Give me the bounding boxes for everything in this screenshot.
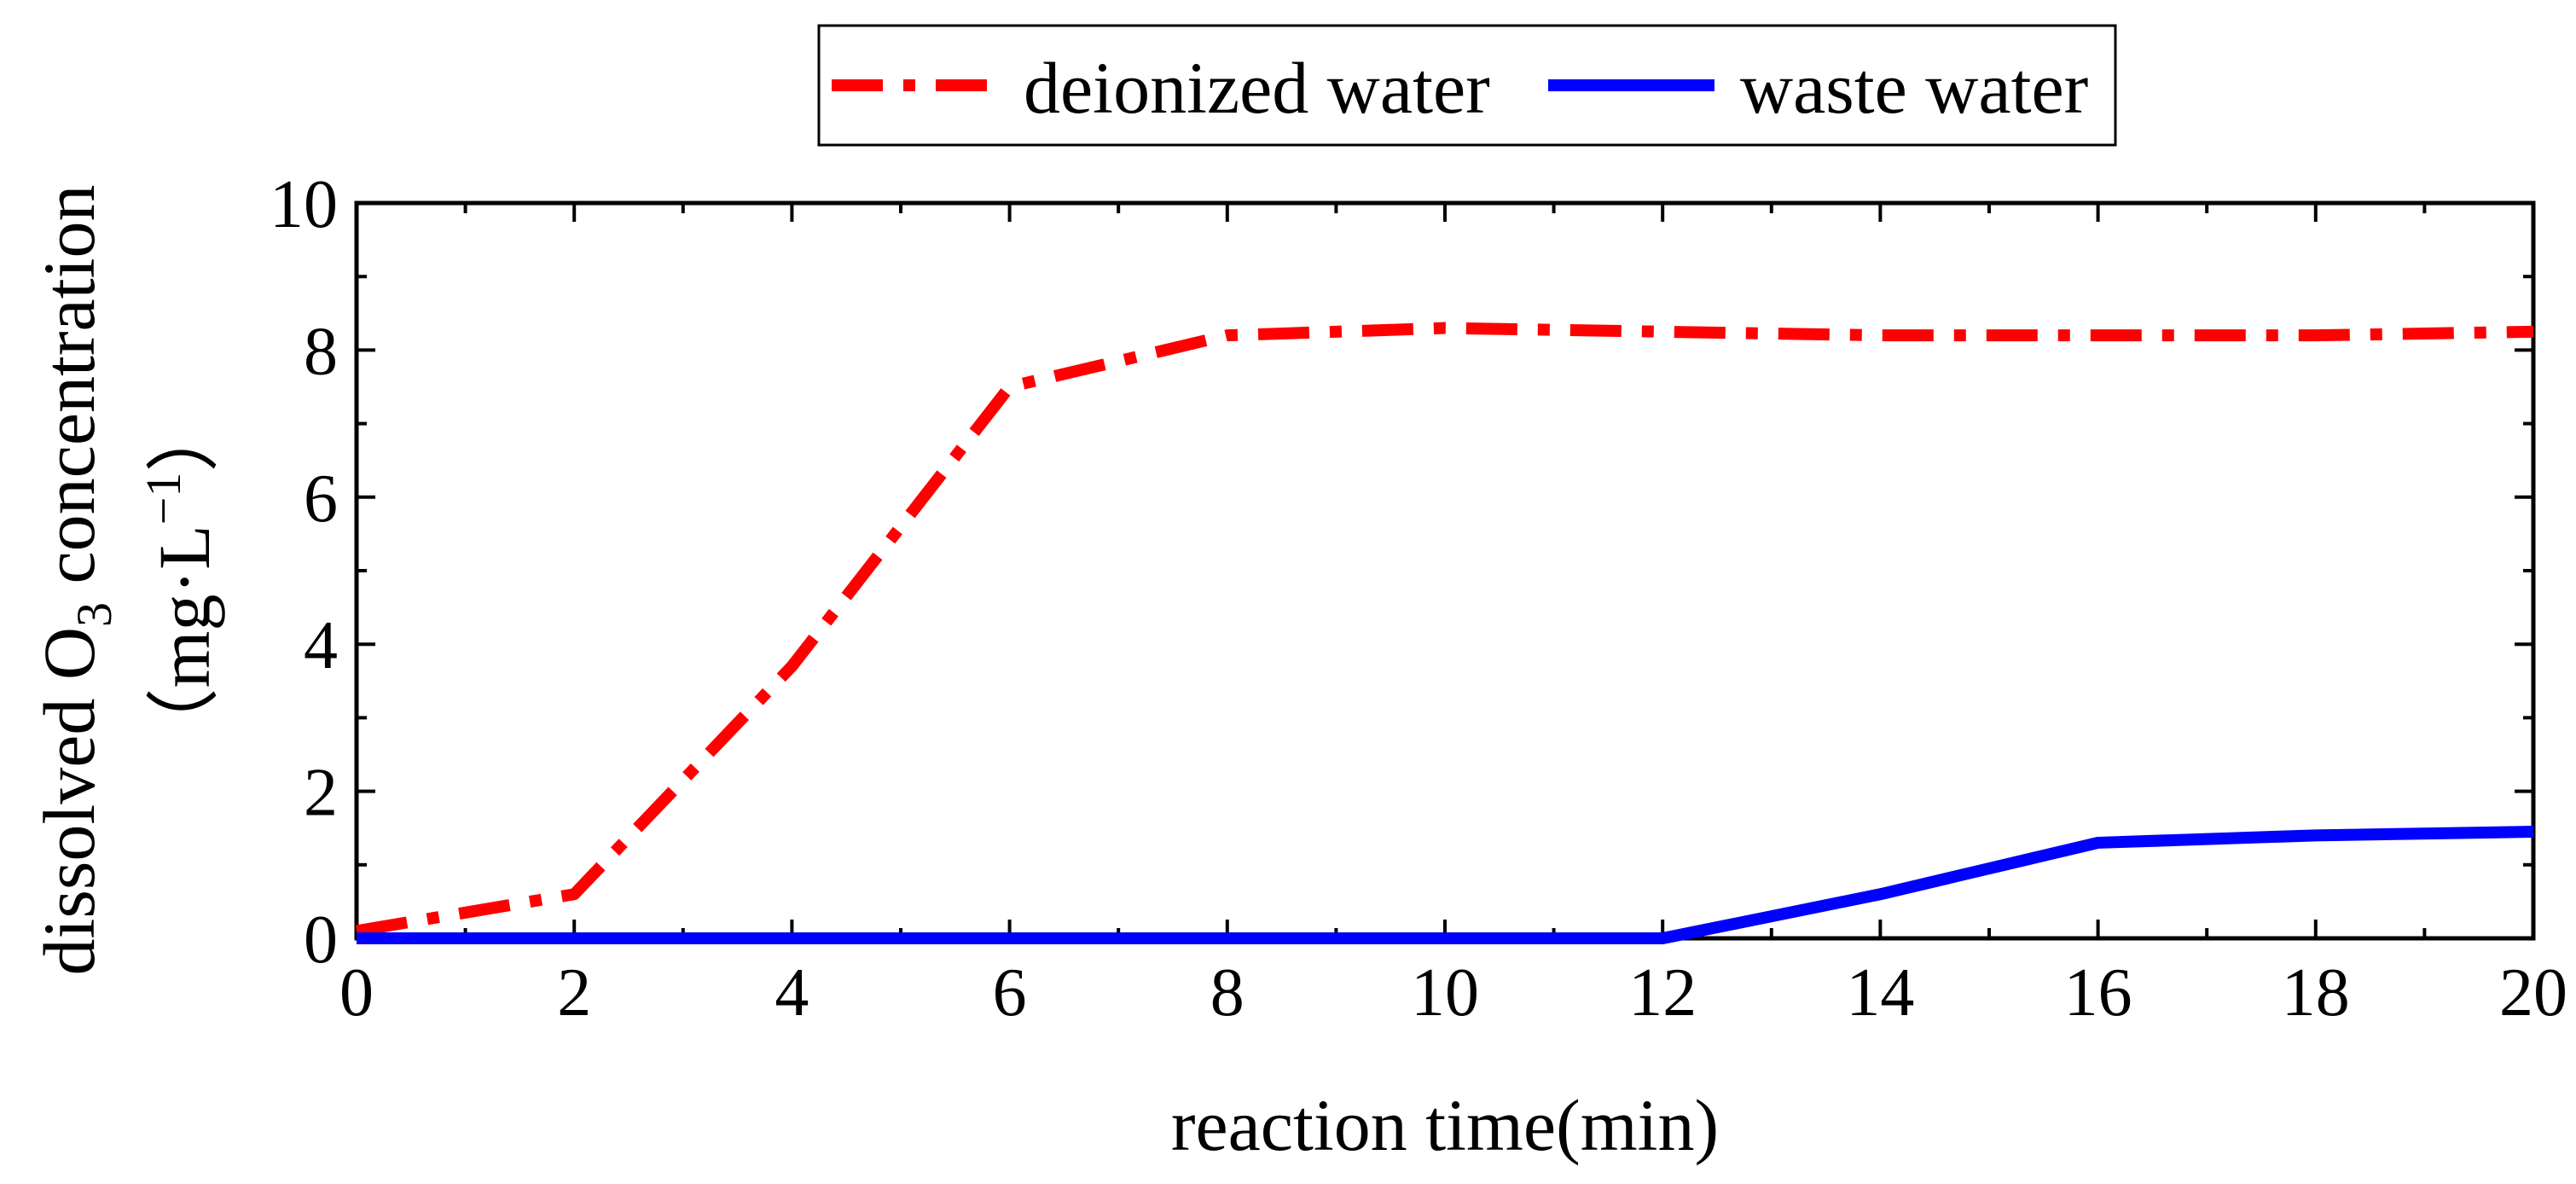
- x-tick-label: 0: [339, 955, 374, 1030]
- y-axis-label-line2: （mg·L−1）: [136, 399, 225, 762]
- x-axis-label: reaction time(min): [1171, 1084, 1719, 1166]
- x-tick-label: 10: [1411, 955, 1479, 1030]
- x-tick-label: 20: [2499, 955, 2567, 1030]
- series-layer: [355, 322, 2534, 944]
- y-axis-unit-label: （mg·L−1）: [136, 399, 225, 762]
- y-tick-label: 6: [304, 461, 338, 537]
- y-tick-label: 8: [304, 314, 338, 389]
- x-tick-label: 14: [1846, 955, 1914, 1030]
- y-axis-ticks: 0 2 4 6 8 10: [270, 167, 2533, 978]
- y-axis-label-line1: dissolved O3 concentration: [28, 184, 122, 975]
- series-line-deionized-water: [355, 322, 2534, 937]
- series-line-waste-water: [357, 826, 2534, 944]
- y-axis-label: dissolved O3 concentration: [28, 184, 122, 975]
- x-tick-label: 2: [557, 955, 591, 1030]
- plot-frame: [354, 200, 2536, 941]
- x-tick-label: 6: [993, 955, 1027, 1030]
- x-tick-label: 8: [1210, 955, 1244, 1030]
- x-tick-label: 12: [1628, 955, 1697, 1030]
- x-axis-ticks: 0 2 4 6 8 10 12 14 16 18 20: [339, 203, 2567, 1030]
- legend: deionized water waste water: [817, 24, 2117, 147]
- y-tick-label: 2: [304, 756, 338, 831]
- y-tick-label: 0: [304, 903, 338, 978]
- x-tick-label: 4: [775, 955, 809, 1030]
- y-tick-label: 10: [270, 167, 338, 242]
- legend-label-deionized-water: deionized water: [1024, 47, 1490, 129]
- legend-box: [817, 24, 2117, 147]
- y-tick-label: 4: [304, 608, 338, 683]
- x-tick-label: 18: [2282, 955, 2350, 1030]
- x-tick-label: 16: [2064, 955, 2132, 1030]
- legend-label-waste-water: waste water: [1740, 47, 2088, 129]
